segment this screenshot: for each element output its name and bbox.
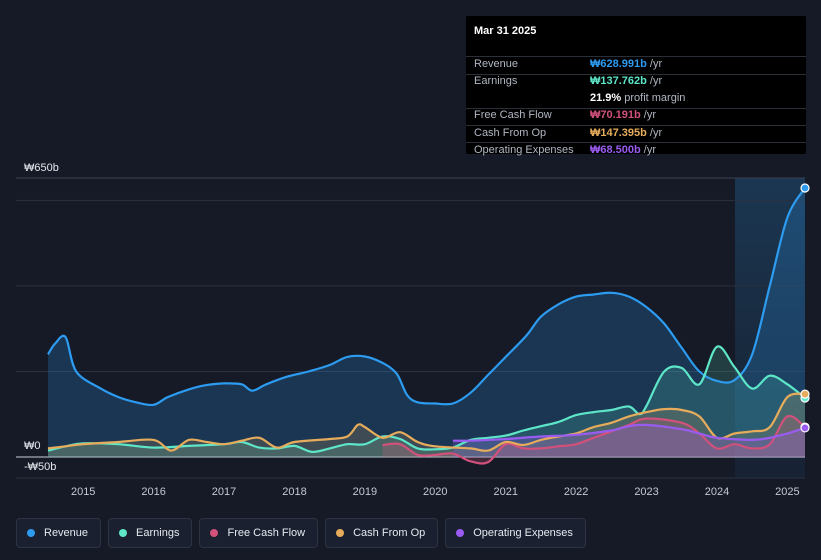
tooltip-label: Cash From Op: [474, 127, 547, 139]
tooltip-value: 21.9% profit margin: [590, 92, 686, 104]
legend-dot-icon: [119, 529, 128, 537]
y-axis-top-label: ₩650b: [24, 162, 59, 174]
chart-legend: Revenue Earnings Free Cash Flow Cash Fro…: [16, 518, 586, 548]
x-axis-ticks: 2015 2016 2017 2018 2019 2020 2021 2022 2023 2024…: [71, 486, 800, 498]
x-tick-label: 2020: [423, 486, 447, 498]
tooltip-date: Mar 31 2025: [474, 25, 537, 37]
x-tick-label: 2022: [564, 486, 588, 498]
legend-label: Revenue: [44, 527, 89, 539]
legend-label: Cash From Op: [353, 527, 426, 539]
x-tick-label: 2025: [775, 486, 799, 498]
y-axis-zero-label: ₩0: [24, 440, 41, 452]
series-area-free-cash-flow: [382, 415, 805, 464]
legend-dot-icon: [27, 529, 35, 537]
legend-label: Earnings: [136, 527, 180, 539]
tooltip-row-profit-margin: 21.9% profit margin: [466, 92, 806, 109]
tooltip-row-operating-expenses: Operating Expenses ₩68.500b /yr: [466, 144, 806, 161]
y-axis-bottom-label: -₩50b: [24, 461, 56, 473]
tooltip-divider: [466, 142, 806, 143]
series-line-revenue: [47, 187, 806, 407]
series-marker-operating-expenses: [800, 423, 810, 433]
legend-item-operating-expenses[interactable]: Operating Expenses: [445, 518, 586, 548]
tooltip-value: ₩147.395b /yr: [590, 127, 663, 139]
tooltip-divider: [466, 56, 806, 57]
tooltip-value: ₩68.500b /yr: [590, 144, 657, 156]
legend-dot-icon: [456, 529, 465, 537]
tooltip-panel: Mar 31 2025 Revenue ₩628.991b /yr Earnin…: [466, 16, 806, 156]
series-area-cash-from-op: [48, 393, 805, 457]
series-markers: [800, 183, 810, 433]
x-tick-label: 2021: [493, 486, 517, 498]
x-tick-label: 2017: [212, 486, 236, 498]
tooltip-row-free-cash-flow: Free Cash Flow ₩70.191b /yr: [466, 109, 806, 126]
legend-label: Operating Expenses: [473, 527, 573, 539]
tooltip-label: Free Cash Flow: [474, 109, 552, 121]
legend-item-free-cash-flow[interactable]: Free Cash Flow: [199, 518, 319, 548]
legend-dot-icon: [210, 529, 219, 537]
tooltip-label: Operating Expenses: [474, 144, 574, 156]
x-tick-label: 2019: [353, 486, 377, 498]
series-areas: [48, 188, 805, 464]
legend-label: Free Cash Flow: [227, 527, 306, 539]
tooltip-value: ₩70.191b /yr: [590, 109, 657, 121]
x-tick-label: 2016: [141, 486, 165, 498]
tooltip-row-earnings: Earnings ₩137.762b /yr: [466, 75, 806, 92]
tooltip-value: ₩137.762b /yr: [590, 75, 663, 87]
x-tick-label: 2018: [282, 486, 306, 498]
legend-dot-icon: [336, 529, 345, 537]
legend-item-revenue[interactable]: Revenue: [16, 518, 102, 548]
series-marker-revenue: [800, 183, 810, 193]
series-line-operating-expenses: [452, 423, 806, 442]
tooltip-value: ₩628.991b /yr: [590, 58, 663, 70]
legend-item-earnings[interactable]: Earnings: [108, 518, 193, 548]
grid-lines: [16, 177, 805, 479]
series-marker-cash-from-op: [800, 389, 810, 399]
x-tick-label: 2015: [71, 486, 95, 498]
series-line-free-cash-flow: [382, 414, 806, 465]
series-lines: [47, 187, 806, 465]
tooltip-label: Revenue: [474, 58, 519, 70]
tooltip-row-cash-from-op: Cash From Op ₩147.395b /yr: [466, 127, 806, 144]
tooltip-divider: [466, 74, 806, 75]
series-area-revenue: [48, 188, 805, 457]
tooltip-label: Earnings: [474, 75, 518, 87]
x-tick-label: 2023: [634, 486, 658, 498]
series-line-cash-from-op: [47, 392, 806, 452]
tooltip-row-revenue: Revenue ₩628.991b /yr: [466, 58, 806, 75]
tooltip-divider: [466, 125, 806, 126]
legend-item-cash-from-op[interactable]: Cash From Op: [325, 518, 439, 548]
tooltip-divider: [466, 108, 806, 109]
x-tick-label: 2024: [705, 486, 729, 498]
